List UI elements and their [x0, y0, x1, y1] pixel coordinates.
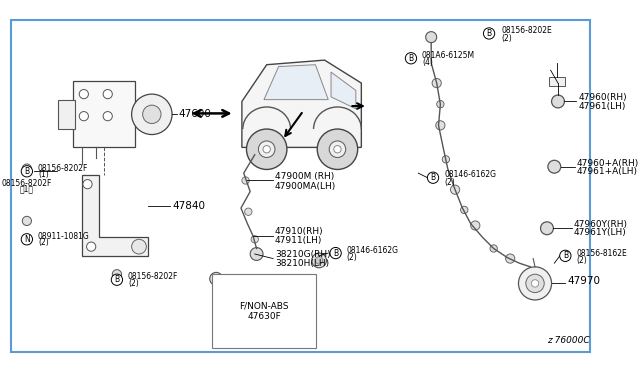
Circle shape: [317, 129, 358, 170]
Text: (2): (2): [444, 178, 455, 187]
Text: 08156-8202F: 08156-8202F: [38, 164, 88, 173]
Circle shape: [426, 32, 436, 43]
Text: 08156-8202E: 08156-8202E: [501, 26, 552, 35]
Text: 08146-6162G: 08146-6162G: [444, 170, 496, 179]
Text: 47970: 47970: [567, 276, 600, 286]
Circle shape: [260, 326, 268, 333]
Circle shape: [113, 270, 122, 279]
Text: 47600: 47600: [179, 109, 211, 119]
Text: B: B: [115, 275, 120, 284]
Text: 08146-6162G: 08146-6162G: [347, 246, 399, 255]
Circle shape: [316, 257, 323, 264]
Circle shape: [143, 105, 161, 124]
Circle shape: [132, 239, 147, 254]
Circle shape: [334, 145, 341, 153]
Text: 47961(LH): 47961(LH): [578, 102, 625, 110]
Polygon shape: [331, 72, 356, 109]
Text: (1): (1): [38, 170, 49, 179]
Text: 08156-8202F: 08156-8202F: [128, 272, 179, 282]
Text: (4): (4): [422, 58, 433, 67]
Text: (2): (2): [577, 256, 587, 265]
Text: 08911-1081G: 08911-1081G: [38, 232, 90, 241]
Circle shape: [470, 221, 480, 230]
Text: (2): (2): [246, 291, 256, 300]
Circle shape: [251, 235, 259, 243]
Text: 38210G(RH): 38210G(RH): [275, 250, 331, 259]
Circle shape: [548, 160, 561, 173]
Circle shape: [103, 112, 113, 121]
Text: 47960Y(RH): 47960Y(RH): [573, 220, 628, 229]
Circle shape: [257, 322, 271, 337]
Text: (2): (2): [501, 33, 512, 42]
Text: 38210H(LH): 38210H(LH): [275, 259, 329, 268]
Text: B: B: [563, 251, 568, 260]
Circle shape: [134, 242, 143, 251]
Bar: [58, 100, 75, 129]
Text: 08156-8162E: 08156-8162E: [577, 248, 627, 257]
Circle shape: [461, 206, 468, 214]
Text: (2): (2): [128, 279, 139, 288]
Text: B: B: [431, 173, 436, 182]
Text: 47961+A(LH): 47961+A(LH): [577, 167, 637, 176]
Text: B: B: [486, 29, 492, 38]
Circle shape: [250, 248, 263, 260]
Text: B: B: [333, 248, 338, 257]
Text: 47900MA(LH): 47900MA(LH): [275, 182, 336, 190]
Text: z 76000C: z 76000C: [547, 336, 589, 345]
Circle shape: [244, 208, 252, 215]
Circle shape: [79, 112, 88, 121]
Circle shape: [432, 78, 442, 88]
Circle shape: [506, 254, 515, 263]
Text: 081A6-6125M: 081A6-6125M: [422, 51, 475, 60]
Text: 47910(RH): 47910(RH): [275, 227, 324, 237]
Text: 47900M (RH): 47900M (RH): [275, 172, 334, 181]
Text: B: B: [408, 54, 413, 63]
Text: 47960(RH): 47960(RH): [578, 93, 627, 102]
Circle shape: [518, 267, 552, 300]
Text: B: B: [24, 167, 29, 176]
Circle shape: [103, 90, 113, 99]
Text: 47840: 47840: [172, 201, 205, 211]
Circle shape: [329, 141, 346, 157]
Circle shape: [552, 95, 564, 108]
Circle shape: [436, 100, 444, 108]
Circle shape: [442, 155, 449, 163]
Text: F/NON-ABS
47630F: F/NON-ABS 47630F: [239, 301, 289, 321]
Text: 47961Y(LH): 47961Y(LH): [573, 228, 627, 237]
Text: 、1。: 、1。: [20, 184, 34, 193]
Circle shape: [259, 141, 275, 157]
Text: (2): (2): [347, 253, 357, 262]
Circle shape: [242, 177, 249, 184]
Circle shape: [541, 222, 554, 235]
Text: B: B: [232, 286, 237, 295]
Circle shape: [490, 245, 497, 252]
Circle shape: [451, 185, 460, 194]
Text: 08146-6162G: 08146-6162G: [246, 283, 298, 292]
Circle shape: [210, 272, 223, 285]
Circle shape: [531, 280, 539, 287]
Text: N: N: [24, 235, 29, 244]
Bar: [549, 77, 565, 86]
Polygon shape: [264, 65, 328, 100]
Circle shape: [246, 129, 287, 170]
Circle shape: [79, 90, 88, 99]
Circle shape: [312, 253, 326, 268]
Polygon shape: [242, 60, 362, 147]
Circle shape: [526, 274, 544, 293]
Circle shape: [132, 94, 172, 135]
Polygon shape: [82, 175, 148, 256]
Circle shape: [86, 242, 96, 251]
Bar: [73, 81, 135, 147]
Text: 47960+A(RH): 47960+A(RH): [577, 158, 639, 167]
Text: (2): (2): [38, 238, 49, 247]
Circle shape: [83, 180, 92, 189]
Circle shape: [436, 121, 445, 130]
Circle shape: [22, 164, 31, 173]
Text: 47911(LH): 47911(LH): [275, 236, 323, 245]
Circle shape: [22, 217, 31, 225]
Text: 08156-8202F: 08156-8202F: [2, 179, 52, 187]
Circle shape: [263, 145, 270, 153]
